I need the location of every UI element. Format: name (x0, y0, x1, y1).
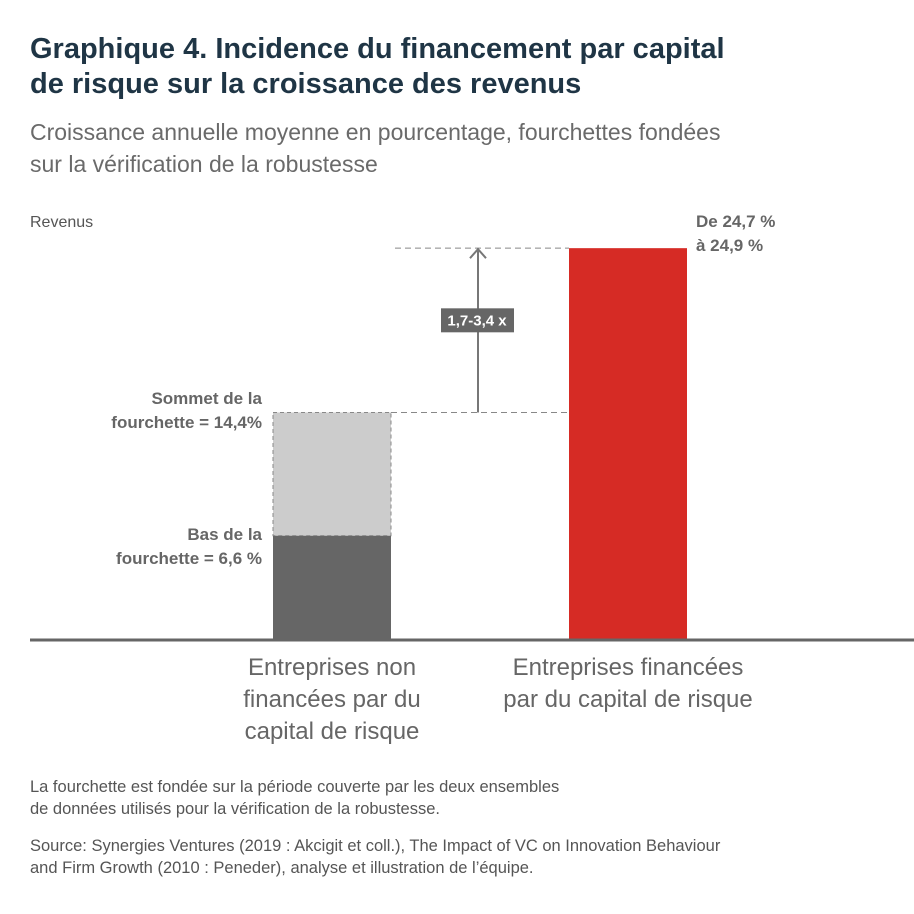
multiplier-badge (441, 308, 514, 333)
bar-range-top-non-vc (272, 411, 392, 537)
top-range-label-2: fourchette = 14,4% (111, 413, 262, 432)
category-label-1-line-1: Entreprises non (248, 654, 416, 681)
vc-value-label-2: à 24,9 % (696, 236, 763, 255)
category-label-1-line-2: financées par du (243, 686, 420, 713)
footnote-line-2: de données utilisés pour la vérification… (30, 800, 440, 818)
bottom-range-label-2: fourchette = 6,6 % (116, 549, 262, 568)
arrow-head-icon (469, 247, 487, 259)
subtitle-line-1: Croissance annuelle moyenne en pourcenta… (30, 119, 720, 145)
category-label-2-line-2: par du capital de risque (503, 686, 753, 713)
category-label-1-line-3: capital de risque (245, 718, 420, 745)
subtitle-line-2: sur la vérification de la robustesse (30, 151, 378, 177)
multiplier-label: 1,7-3,4 x (447, 312, 507, 329)
source-line-2: and Firm Growth (2010 : Peneder), analys… (30, 859, 534, 877)
vc-value-label-1: De 24,7 % (696, 212, 775, 231)
y-axis-label: Revenus (30, 214, 93, 231)
bottom-range-label-1: Bas de la (187, 525, 262, 544)
footnote-line-1: La fourchette est fondée sur la période … (30, 778, 559, 796)
source-line-1: Source: Synergies Ventures (2019 : Akcig… (30, 837, 721, 855)
title-line-1: Graphique 4. Incidence du financement pa… (30, 33, 725, 65)
category-label-2-line-1: Entreprises financées (513, 654, 744, 681)
bar-vc (569, 248, 687, 640)
bar-range-bottom-non-vc (273, 535, 391, 640)
top-range-label-1: Sommet de la (151, 389, 262, 408)
title-line-2: de risque sur la croissance des revenus (30, 68, 581, 100)
